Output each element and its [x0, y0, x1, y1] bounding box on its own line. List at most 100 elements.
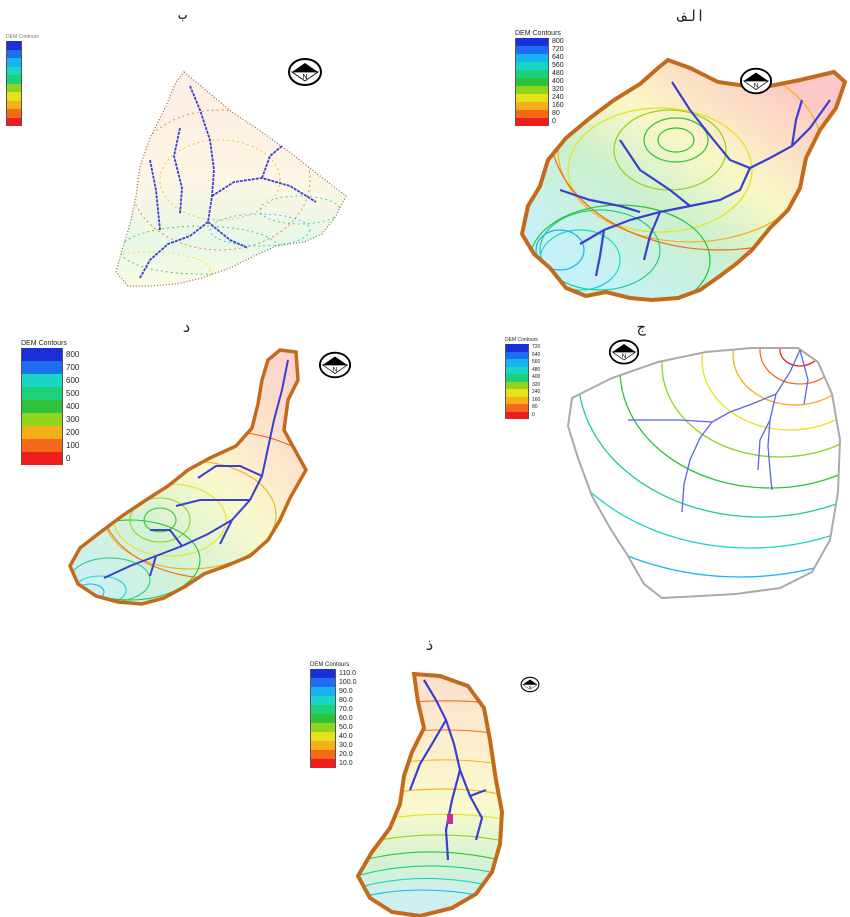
legend-row: 200 [21, 426, 79, 439]
legend-swatch [310, 696, 336, 705]
legend-row: 400 [505, 374, 540, 382]
legend-title: DEM Contours [21, 340, 67, 347]
legend-row [6, 66, 39, 75]
legend-title: DEM Contours [310, 662, 350, 668]
legend-row [6, 117, 39, 126]
legend-value: 110.0 [339, 670, 356, 677]
watershed-boundary-be [115, 71, 347, 287]
legend-swatch [515, 94, 549, 102]
legend-swatch [515, 102, 549, 110]
legend-swatch [21, 439, 63, 452]
legend-swatch [310, 714, 336, 723]
north-arrow-icon: N [520, 676, 540, 693]
legend-value: 70.0 [339, 706, 353, 713]
legend-swatch [6, 41, 22, 50]
north-arrow-icon: N [288, 58, 322, 86]
legend-swatch [21, 348, 63, 361]
legend-row: 320 [505, 381, 540, 389]
legend-row: 500 [21, 387, 79, 400]
legend-row: 160 [515, 102, 564, 110]
legend-row: 50.0 [310, 723, 357, 732]
stream-network-be [139, 85, 317, 279]
legend-swatch [515, 70, 549, 78]
legend-value: 80.0 [339, 697, 353, 704]
legend-row [6, 100, 39, 109]
legend-value: 80 [532, 404, 538, 410]
legend-value: 100.0 [339, 679, 357, 686]
legend-row: 60.0 [310, 714, 357, 723]
legend-alef: DEM Contours 800 720 640 560 480 400 320 240 160… [515, 30, 564, 126]
legend-swatch [310, 705, 336, 714]
legend-row [6, 92, 39, 101]
legend-row [6, 75, 39, 84]
panel-label-dal: د [182, 318, 192, 336]
legend-row: 80.0 [310, 696, 357, 705]
legend-row [6, 49, 39, 58]
legend-swatch [21, 387, 63, 400]
legend-value: 700 [66, 363, 80, 372]
legend-swatch [6, 75, 22, 84]
map-panel-be [115, 71, 347, 287]
legend-row: 10.0 [310, 759, 357, 768]
legend-swatch [505, 411, 529, 419]
legend-value: 240 [552, 94, 564, 101]
legend-row: 640 [505, 351, 540, 359]
map-panel-alef [519, 57, 848, 303]
legend-swatch [515, 46, 549, 54]
legend-swatch [505, 374, 529, 382]
north-letter: N [622, 353, 627, 360]
legend-row: 720 [515, 46, 564, 54]
legend-be: DEM Contours [6, 33, 39, 126]
legend-value: 160 [532, 396, 541, 403]
north-arrow-icon: N [318, 351, 352, 379]
watershed-boundary-zal [355, 671, 505, 917]
legend-swatch [6, 58, 22, 67]
legend-value: 240 [532, 389, 541, 395]
legend-row: 560 [505, 359, 540, 367]
legend-swatch [505, 404, 529, 412]
legend-swatch [515, 110, 549, 118]
legend-swatch [6, 49, 22, 58]
map-panel-dal [68, 348, 309, 606]
legend-value: 500 [66, 389, 80, 398]
legend-value: 320 [552, 86, 564, 93]
legend-value: 400 [552, 78, 564, 85]
legend-swatch [310, 678, 336, 687]
legend-row: 100.0 [310, 678, 357, 687]
legend-value: 0 [66, 454, 71, 463]
watershed-boundary-alef [519, 57, 848, 303]
legend-zal: DEM Contours 110.0 100.0 90.0 80.0 70.0 60.0 5… [310, 661, 357, 768]
legend-swatch [515, 118, 549, 126]
legend-value: 400 [66, 402, 80, 411]
legend-swatch [505, 381, 529, 389]
legend-value: 0 [552, 118, 556, 125]
legend-value: 800 [66, 350, 80, 359]
legend-title: DEM Contours [515, 30, 561, 37]
legend-row: 70.0 [310, 705, 357, 714]
map-panel-jim [566, 347, 842, 600]
legend-swatch [505, 366, 529, 374]
legend-swatch [21, 413, 63, 426]
legend-value: 640 [552, 54, 564, 61]
legend-value: 720 [532, 344, 541, 350]
north-letter: N [754, 83, 759, 90]
panel-label-jim: ج [637, 318, 647, 336]
legend-value: 50.0 [339, 724, 353, 731]
legend-dal: DEM Contours 800 700 600 500 400 300 200 100 0 [21, 340, 79, 465]
legend-row: 480 [515, 70, 564, 78]
panel-label-alef: الف [678, 7, 706, 25]
map-panel-zal [355, 671, 505, 917]
stream-network-dal [103, 359, 289, 579]
legend-value: 600 [66, 376, 80, 385]
legend-value: 800 [552, 38, 564, 45]
legend-swatch [515, 38, 549, 46]
panel-label-zal: ذ [425, 636, 435, 654]
legend-swatch [515, 78, 549, 86]
legend-row: 300 [21, 413, 79, 426]
north-arrow-icon: N [739, 67, 773, 95]
legend-value: 30.0 [339, 742, 353, 749]
legend-swatch [310, 759, 336, 768]
legend-value: 200 [66, 428, 80, 437]
